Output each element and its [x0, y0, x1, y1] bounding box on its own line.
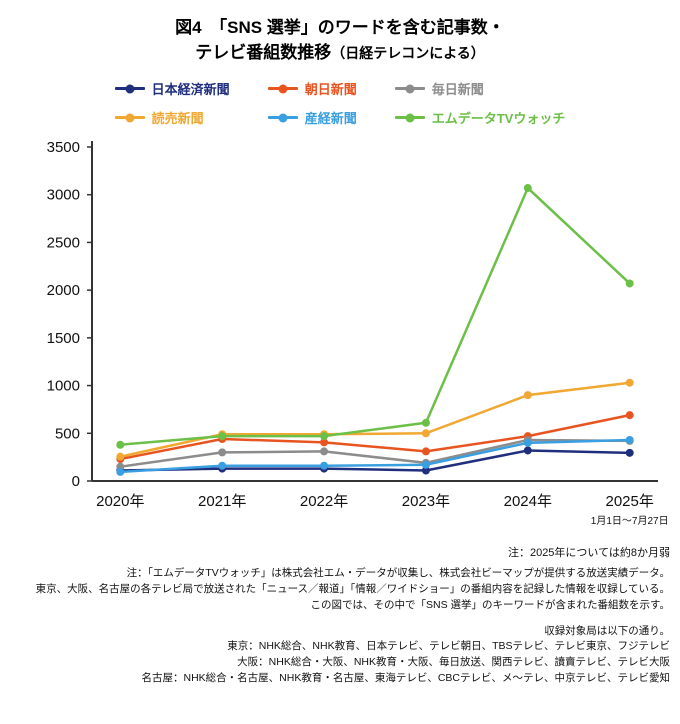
- svg-text:1000: 1000: [47, 378, 80, 395]
- note-line: 注：「エムデータTVウォッチ」は株式会社エム・データが収集し、株式会社ビーマップ…: [126, 567, 670, 580]
- legend-marker-icon: [114, 113, 145, 123]
- note-line: 東京、大阪、名古屋の各テレビ局で放送された「ニュース／報道」「情報／ワイドショー…: [35, 583, 670, 596]
- legend-label: 産経新聞: [304, 111, 357, 127]
- legend-marker-icon: [394, 113, 425, 123]
- legend-label: 日本経済新聞: [151, 82, 230, 98]
- note-line: この図では、その中で「SNS 選挙」のキーワードが含まれた番組数を示す。: [310, 598, 670, 611]
- note-source-block: 注：「エムデータTVウォッチ」は株式会社エム・データが収集し、株式会社ビーマップ…: [10, 566, 670, 613]
- legend-item: 産経新聞: [267, 108, 357, 127]
- legend-label: エムデータTVウォッチ: [431, 111, 566, 127]
- svg-text:1月1日～7月27日: 1月1日～7月27日: [591, 515, 669, 527]
- svg-text:3500: 3500: [47, 139, 80, 156]
- legend-item: 毎日新聞: [394, 79, 566, 98]
- legend-item: エムデータTVウォッチ: [394, 108, 566, 127]
- chart-title-line2-sub: （日経テレコンによる）: [331, 44, 485, 61]
- chart-title-line1: 図4 「SNS 選挙」のワードを含む記事数・: [175, 18, 505, 37]
- chart-legend: 日本経済新聞 朝日新聞 毎日新聞読売新聞 産経新聞 エムデータTVウォッチ: [0, 79, 680, 127]
- chart-title-line2: テレビ番組数推移（日経テレコンによる）: [0, 41, 680, 66]
- chart-title-line2-main: テレビ番組数推移: [195, 42, 332, 62]
- legend-marker-icon: [267, 113, 298, 123]
- svg-text:2021年: 2021年: [198, 493, 246, 510]
- svg-text:0: 0: [72, 473, 80, 490]
- legend-marker-icon: [267, 84, 298, 94]
- svg-text:2500: 2500: [47, 235, 80, 252]
- svg-text:2022年: 2022年: [300, 493, 348, 510]
- svg-text:2025年: 2025年: [606, 493, 654, 510]
- note-line: 収録対象局は以下の通り。: [544, 624, 670, 637]
- footnotes: 注：2025年については約8か月弱 注：「エムデータTVウォッチ」は株式会社エム…: [0, 544, 680, 686]
- svg-text:500: 500: [55, 426, 80, 443]
- note-line: 大阪：NHK総合・大阪、NHK教育・大阪、毎日放送、関西テレビ、讀賣テレビ、テレ…: [237, 656, 670, 669]
- legend-label: 朝日新聞: [304, 82, 357, 98]
- note-line: 東京：NHK総合、NHK教育、日本テレビ、テレビ朝日、TBSテレビ、テレビ東京、…: [227, 640, 670, 653]
- legend-item: 朝日新聞: [267, 79, 357, 98]
- svg-text:2023年: 2023年: [402, 493, 450, 510]
- legend-item: 読売新聞: [114, 108, 230, 127]
- legend-item: 日本経済新聞: [114, 79, 230, 98]
- line-chart: 0 500 1000 1500 2000 2500 3000 3500 2020年 2021年 20…: [0, 133, 680, 538]
- svg-text:2024年: 2024年: [504, 493, 552, 510]
- svg-text:3000: 3000: [47, 187, 80, 204]
- svg-text:2000: 2000: [47, 282, 80, 299]
- legend-marker-icon: [394, 84, 425, 94]
- svg-text:1500: 1500: [47, 330, 80, 347]
- legend-label: 読売新聞: [151, 111, 204, 127]
- note-stations-block: 収録対象局は以下の通り。 東京：NHK総合、NHK教育、日本テレビ、テレビ朝日、…: [10, 624, 670, 687]
- note-line: 名古屋：NHK総合・名古屋、NHK教育・名古屋、東海テレビ、CBCテレビ、メ～テ…: [141, 671, 670, 684]
- legend-marker-icon: [114, 84, 145, 94]
- line-chart-svg: 0 500 1000 1500 2000 2500 3000 3500 2020年 2021年 20…: [47, 139, 669, 527]
- svg-text:2020年: 2020年: [96, 493, 144, 510]
- chart-title: 図4 「SNS 選挙」のワードを含む記事数・ テレビ番組数推移（日経テレコンによ…: [0, 16, 680, 65]
- note-months: 注：2025年については約8か月弱: [507, 547, 670, 560]
- legend-label: 毎日新聞: [431, 82, 484, 98]
